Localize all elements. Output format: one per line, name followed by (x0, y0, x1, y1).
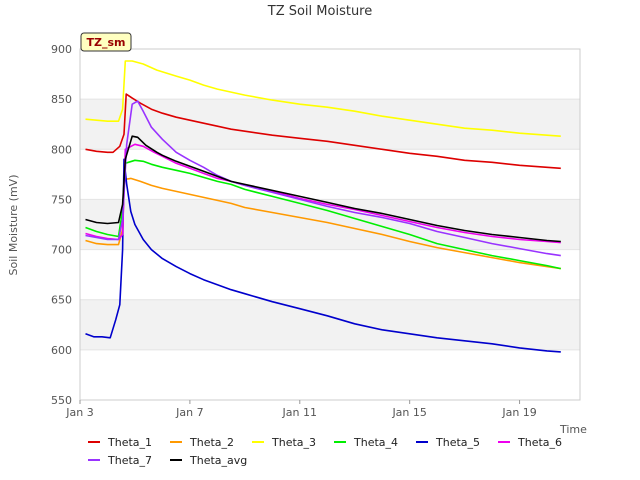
legend: Theta_1 Theta_2 Theta_3 Theta_4 Theta_5 Theta… (88, 436, 562, 467)
series-lines (85, 60, 561, 353)
y-tick-label: 900 (51, 43, 72, 56)
tag-box (80, 32, 132, 52)
grid-band (80, 299, 580, 350)
x-tick-label: Jan 11 (282, 406, 317, 419)
x-axis-title: Time (559, 423, 587, 436)
tz-sm-tag: TZ_sm (80, 32, 132, 52)
chart-title: TZ Soil Moisture (267, 4, 373, 19)
x-tick-label: Jan 7 (175, 406, 203, 419)
y-tick-labels: 550 600 650 700 750 800 850 900 (51, 43, 72, 407)
legend-label-theta-2: Theta_2 (189, 436, 234, 449)
legend-label-theta-3: Theta_3 (271, 436, 316, 449)
legend-label-theta-4: Theta_4 (353, 436, 398, 449)
tag-label: TZ_sm (87, 36, 126, 49)
series-line-theta-3 (85, 60, 561, 137)
y-axis-title: Soil Moisture (mV) (7, 175, 20, 276)
y-tick-label: 600 (51, 344, 72, 357)
legend-label-theta-1: Theta_1 (107, 436, 152, 449)
legend-label-theta-5: Theta_5 (435, 436, 480, 449)
legend-label-theta-6: Theta_6 (517, 436, 562, 449)
y-tick-label: 700 (51, 244, 72, 257)
legend-label-theta-avg: Theta_avg (189, 454, 247, 467)
series-line-theta-1 (85, 93, 561, 170)
y-tick-label: 750 (51, 193, 72, 206)
y-tick-label: 650 (51, 294, 72, 307)
x-tick-labels: Jan 3 Jan 7 Jan 11 Jan 15 Jan 19 (65, 400, 537, 419)
series-line-theta-avg (85, 135, 561, 243)
x-tick-label: Jan 19 (501, 406, 536, 419)
y-tick-label: 800 (51, 143, 72, 156)
plot-frame (79, 48, 581, 401)
y-tick-label: 550 (51, 394, 72, 407)
x-tick-label: Jan 15 (391, 406, 426, 419)
y-tick-label: 850 (51, 93, 72, 106)
series-line-theta-5 (85, 158, 561, 353)
x-tick-label: Jan 3 (65, 406, 93, 419)
grid-bands (80, 99, 580, 350)
legend-label-theta-7: Theta_7 (107, 454, 152, 467)
